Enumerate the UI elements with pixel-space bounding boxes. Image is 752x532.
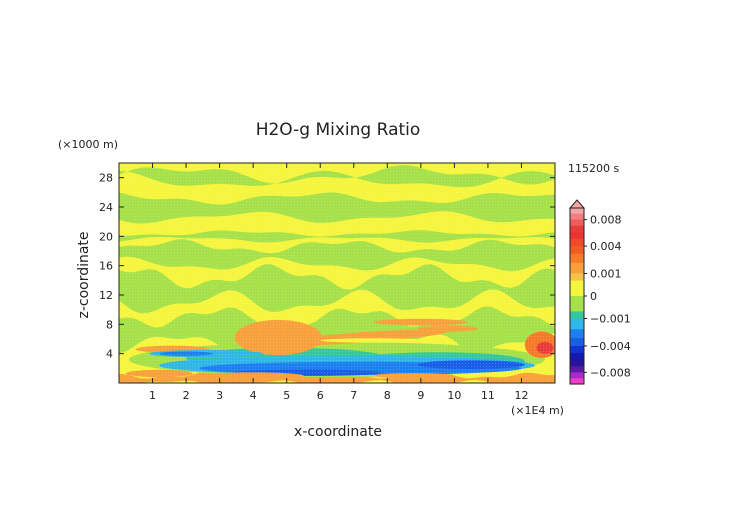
colorbar-band bbox=[570, 238, 584, 247]
colorbar-label: −0.008 bbox=[590, 366, 631, 379]
colorbar-band bbox=[570, 366, 584, 373]
colorbar-label: −0.004 bbox=[590, 340, 631, 353]
colorbar-labels: 0.008 0.004 0.001 0 −0.001 −0.004 −0.008 bbox=[584, 214, 631, 379]
x-tick-label: 11 bbox=[481, 389, 495, 402]
x-tick-label: 8 bbox=[384, 389, 391, 402]
colorbar-band bbox=[570, 213, 584, 221]
colorbar-band bbox=[570, 296, 584, 312]
x-tick-label: 2 bbox=[183, 389, 190, 402]
colorbar-band bbox=[570, 280, 584, 297]
x-tick-label: 5 bbox=[283, 389, 290, 402]
colorbar-band bbox=[570, 359, 584, 367]
colorbar-band bbox=[570, 225, 584, 233]
y-tick-label: 4 bbox=[106, 348, 113, 361]
colorbar-band bbox=[570, 246, 584, 255]
y-tick-label: 8 bbox=[106, 318, 113, 331]
y-tick-label: 28 bbox=[99, 172, 113, 185]
chart-title: H2O-g Mixing Ratio bbox=[256, 120, 421, 140]
x-tick-label: 10 bbox=[447, 389, 461, 402]
x-axis: 1 2 3 4 5 6 7 8 9 10 11 12 bbox=[149, 163, 528, 402]
y-tick-label: 16 bbox=[99, 260, 113, 273]
x-tick-label: 9 bbox=[417, 389, 424, 402]
colorbar-label: 0 bbox=[590, 290, 597, 303]
colorbar bbox=[568, 199, 586, 385]
colorbar-band bbox=[570, 232, 584, 240]
field-texture bbox=[119, 163, 555, 383]
x-tick-label: 12 bbox=[514, 389, 528, 402]
colorbar-band bbox=[570, 338, 584, 347]
colorbar-label: 0.004 bbox=[590, 240, 622, 253]
x-tick-label: 4 bbox=[250, 389, 257, 402]
colorbar-band bbox=[570, 253, 584, 264]
y-axis-label: z-coordinate bbox=[76, 231, 92, 318]
colorbar-band bbox=[570, 273, 584, 282]
colorbar-band bbox=[570, 219, 584, 227]
y-axis: 4 8 12 16 20 24 28 bbox=[99, 172, 555, 361]
colorbar-band bbox=[570, 353, 584, 361]
x-tick-label: 6 bbox=[317, 389, 324, 402]
x-tick-label: 1 bbox=[149, 389, 156, 402]
time-label: 115200 s bbox=[568, 162, 619, 175]
colorbar-top-arrow bbox=[568, 199, 586, 209]
colorbar-band bbox=[570, 378, 584, 385]
x-unit-label: (×1E4 m) bbox=[511, 404, 564, 417]
colorbar-band bbox=[570, 345, 584, 354]
colorbar-band bbox=[570, 311, 584, 320]
colorbar-band bbox=[570, 262, 584, 275]
colorbar-band bbox=[570, 329, 584, 339]
colorbar-band bbox=[570, 318, 584, 330]
x-axis-label: x-coordinate bbox=[294, 424, 382, 440]
x-tick-label: 3 bbox=[216, 389, 223, 402]
colorbar-band bbox=[570, 372, 584, 379]
colorbar-label: 0.008 bbox=[590, 214, 622, 227]
x-tick-label: 7 bbox=[350, 389, 357, 402]
plot-frame bbox=[118, 162, 556, 384]
colorbar-label: −0.001 bbox=[590, 313, 631, 326]
y-tick-label: 12 bbox=[99, 289, 113, 302]
y-tick-label: 24 bbox=[99, 201, 113, 214]
y-unit-label: (×1000 m) bbox=[58, 138, 118, 151]
colorbar-band bbox=[570, 208, 584, 215]
colorbar-label: 0.001 bbox=[590, 267, 622, 280]
y-tick-label: 20 bbox=[99, 230, 113, 243]
